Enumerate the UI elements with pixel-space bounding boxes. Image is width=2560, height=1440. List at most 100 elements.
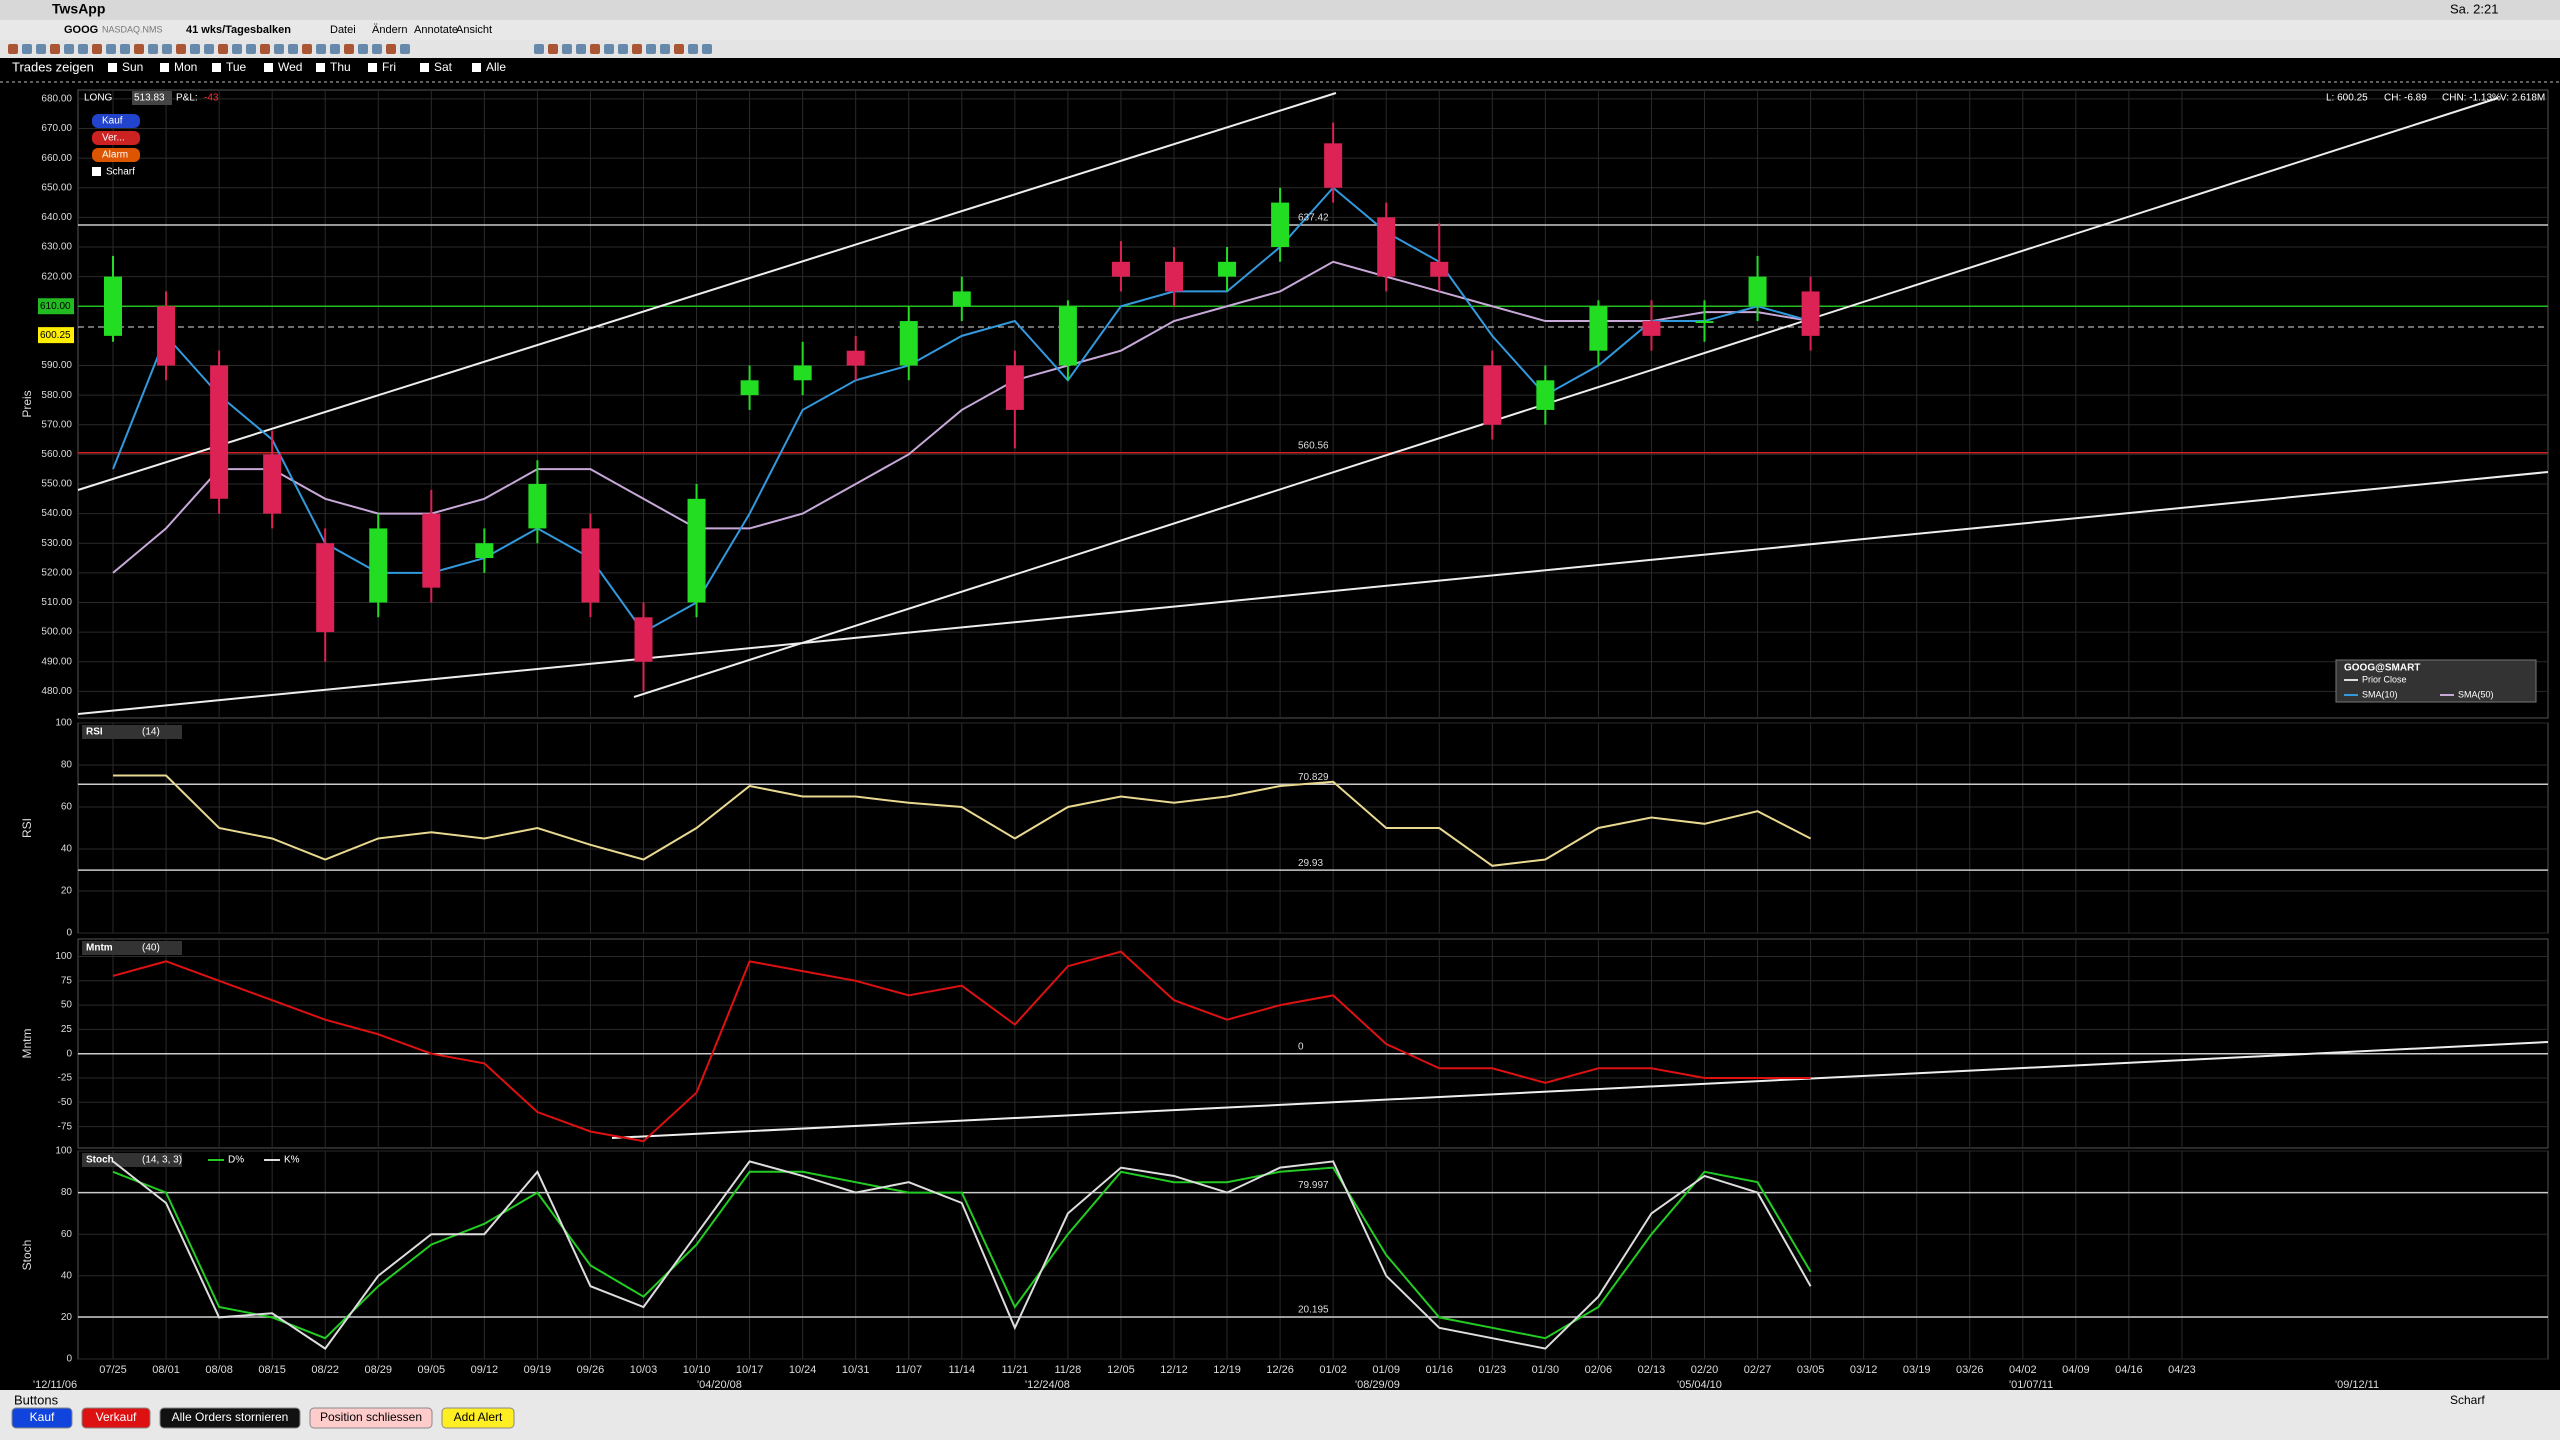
candle-body [581, 528, 600, 603]
armed-label[interactable]: Scharf [2450, 1393, 2485, 1407]
day-checkbox[interactable] [108, 63, 117, 72]
footer-button-label[interactable]: Position schliessen [320, 1410, 422, 1424]
tool-icon[interactable] [22, 44, 32, 54]
order-button-label[interactable]: Scharf [106, 167, 135, 178]
tool-icon[interactable] [702, 44, 712, 54]
tool-icon[interactable] [232, 44, 242, 54]
tool-icon[interactable] [646, 44, 656, 54]
tool-icon[interactable] [548, 44, 558, 54]
tool-icon[interactable] [204, 44, 214, 54]
tool-icon[interactable] [120, 44, 130, 54]
armed-checkbox[interactable] [92, 167, 101, 176]
tool-icon[interactable] [534, 44, 544, 54]
menu-item[interactable]: Datei [330, 24, 356, 36]
tool-icon[interactable] [106, 44, 116, 54]
tool-icon[interactable] [274, 44, 284, 54]
tool-icon[interactable] [176, 44, 186, 54]
tool-icon[interactable] [78, 44, 88, 54]
x-tick-label: 01/23 [1479, 1364, 1507, 1376]
day-checkbox[interactable] [368, 63, 377, 72]
day-checkbox[interactable] [472, 63, 481, 72]
candle-body [528, 483, 547, 529]
y-tick-label: 560.00 [41, 449, 72, 460]
level-label: 637.42 [1298, 213, 1329, 224]
x-tick-label: 08/01 [152, 1364, 180, 1376]
tool-icon[interactable] [330, 44, 340, 54]
tool-icon[interactable] [400, 44, 410, 54]
trades-bar [0, 58, 2560, 78]
tool-icon[interactable] [148, 44, 158, 54]
day-checkbox[interactable] [212, 63, 221, 72]
tool-icon[interactable] [562, 44, 572, 54]
tool-icon[interactable] [64, 44, 74, 54]
footer-button[interactable] [81, 1407, 151, 1429]
footer-button[interactable] [309, 1407, 433, 1429]
x-tick-label: 01/30 [1532, 1364, 1560, 1376]
tool-icon[interactable] [344, 44, 354, 54]
tool-icon[interactable] [316, 44, 326, 54]
menu-item[interactable]: Ansicht [456, 24, 492, 36]
y-tick-label: 40 [61, 844, 73, 855]
position-value: 513.83 [134, 93, 165, 104]
tool-icon[interactable] [8, 44, 18, 54]
tool-icon[interactable] [246, 44, 256, 54]
plot-area [38, 89, 2549, 1360]
order-button[interactable] [92, 114, 140, 128]
level-label: 29.93 [1298, 858, 1323, 869]
footer-button-label[interactable]: Alle Orders stornieren [172, 1410, 289, 1424]
footer-button[interactable] [11, 1407, 73, 1429]
tool-icon[interactable] [92, 44, 102, 54]
footer-button[interactable] [159, 1407, 301, 1429]
day-checkbox[interactable] [316, 63, 325, 72]
footer-button-label[interactable]: Verkauf [96, 1410, 137, 1424]
x-tick-label: 07/25 [99, 1364, 127, 1376]
level-label: 560.56 [1298, 440, 1329, 451]
candle-body [634, 617, 653, 662]
order-button[interactable] [92, 131, 140, 145]
y-tick-label: 60 [61, 1229, 73, 1240]
tool-icon[interactable] [36, 44, 46, 54]
y-tick-label: -25 [58, 1073, 73, 1084]
day-checkbox[interactable] [160, 63, 169, 72]
footer-button[interactable] [441, 1407, 515, 1429]
tool-icon[interactable] [260, 44, 270, 54]
x-tick-label: 03/05 [1797, 1364, 1825, 1376]
period[interactable]: 41 wks/Tagesbalken [186, 24, 291, 36]
y-tick-label: 80 [61, 760, 73, 771]
tool-icon[interactable] [288, 44, 298, 54]
order-button[interactable] [92, 148, 140, 162]
tool-icon[interactable] [590, 44, 600, 54]
menu-item[interactable]: Ändern [372, 24, 407, 36]
footer-button-label[interactable]: Add Alert [454, 1410, 503, 1424]
y-tick-label: 490.00 [41, 656, 72, 667]
candle-body [475, 543, 494, 559]
order-button-label[interactable]: Ver... [102, 133, 125, 144]
x-tick-label: 09/26 [577, 1364, 605, 1376]
menu-item[interactable]: Annotate [414, 24, 458, 36]
tool-icon[interactable] [190, 44, 200, 54]
tool-icon[interactable] [604, 44, 614, 54]
tool-icon[interactable] [50, 44, 60, 54]
tool-icon[interactable] [302, 44, 312, 54]
x-tick-label: 09/12 [471, 1364, 499, 1376]
tool-icon[interactable] [358, 44, 368, 54]
tool-icon[interactable] [386, 44, 396, 54]
order-button-label[interactable]: Alarm [102, 150, 128, 161]
y-tick-label: 40 [61, 1270, 73, 1281]
tool-icon[interactable] [134, 44, 144, 54]
tool-icon[interactable] [688, 44, 698, 54]
footer-button-label[interactable]: Kauf [30, 1410, 55, 1424]
day-checkbox[interactable] [420, 63, 429, 72]
order-button-label[interactable]: Kauf [102, 116, 123, 127]
tool-icon[interactable] [372, 44, 382, 54]
tool-icon[interactable] [218, 44, 228, 54]
tool-icon[interactable] [660, 44, 670, 54]
symbol[interactable]: GOOG [64, 24, 98, 36]
tool-icon[interactable] [632, 44, 642, 54]
tool-icon[interactable] [618, 44, 628, 54]
day-checkbox[interactable] [264, 63, 273, 72]
candle-body [1430, 261, 1449, 277]
tool-icon[interactable] [674, 44, 684, 54]
tool-icon[interactable] [576, 44, 586, 54]
tool-icon[interactable] [162, 44, 172, 54]
